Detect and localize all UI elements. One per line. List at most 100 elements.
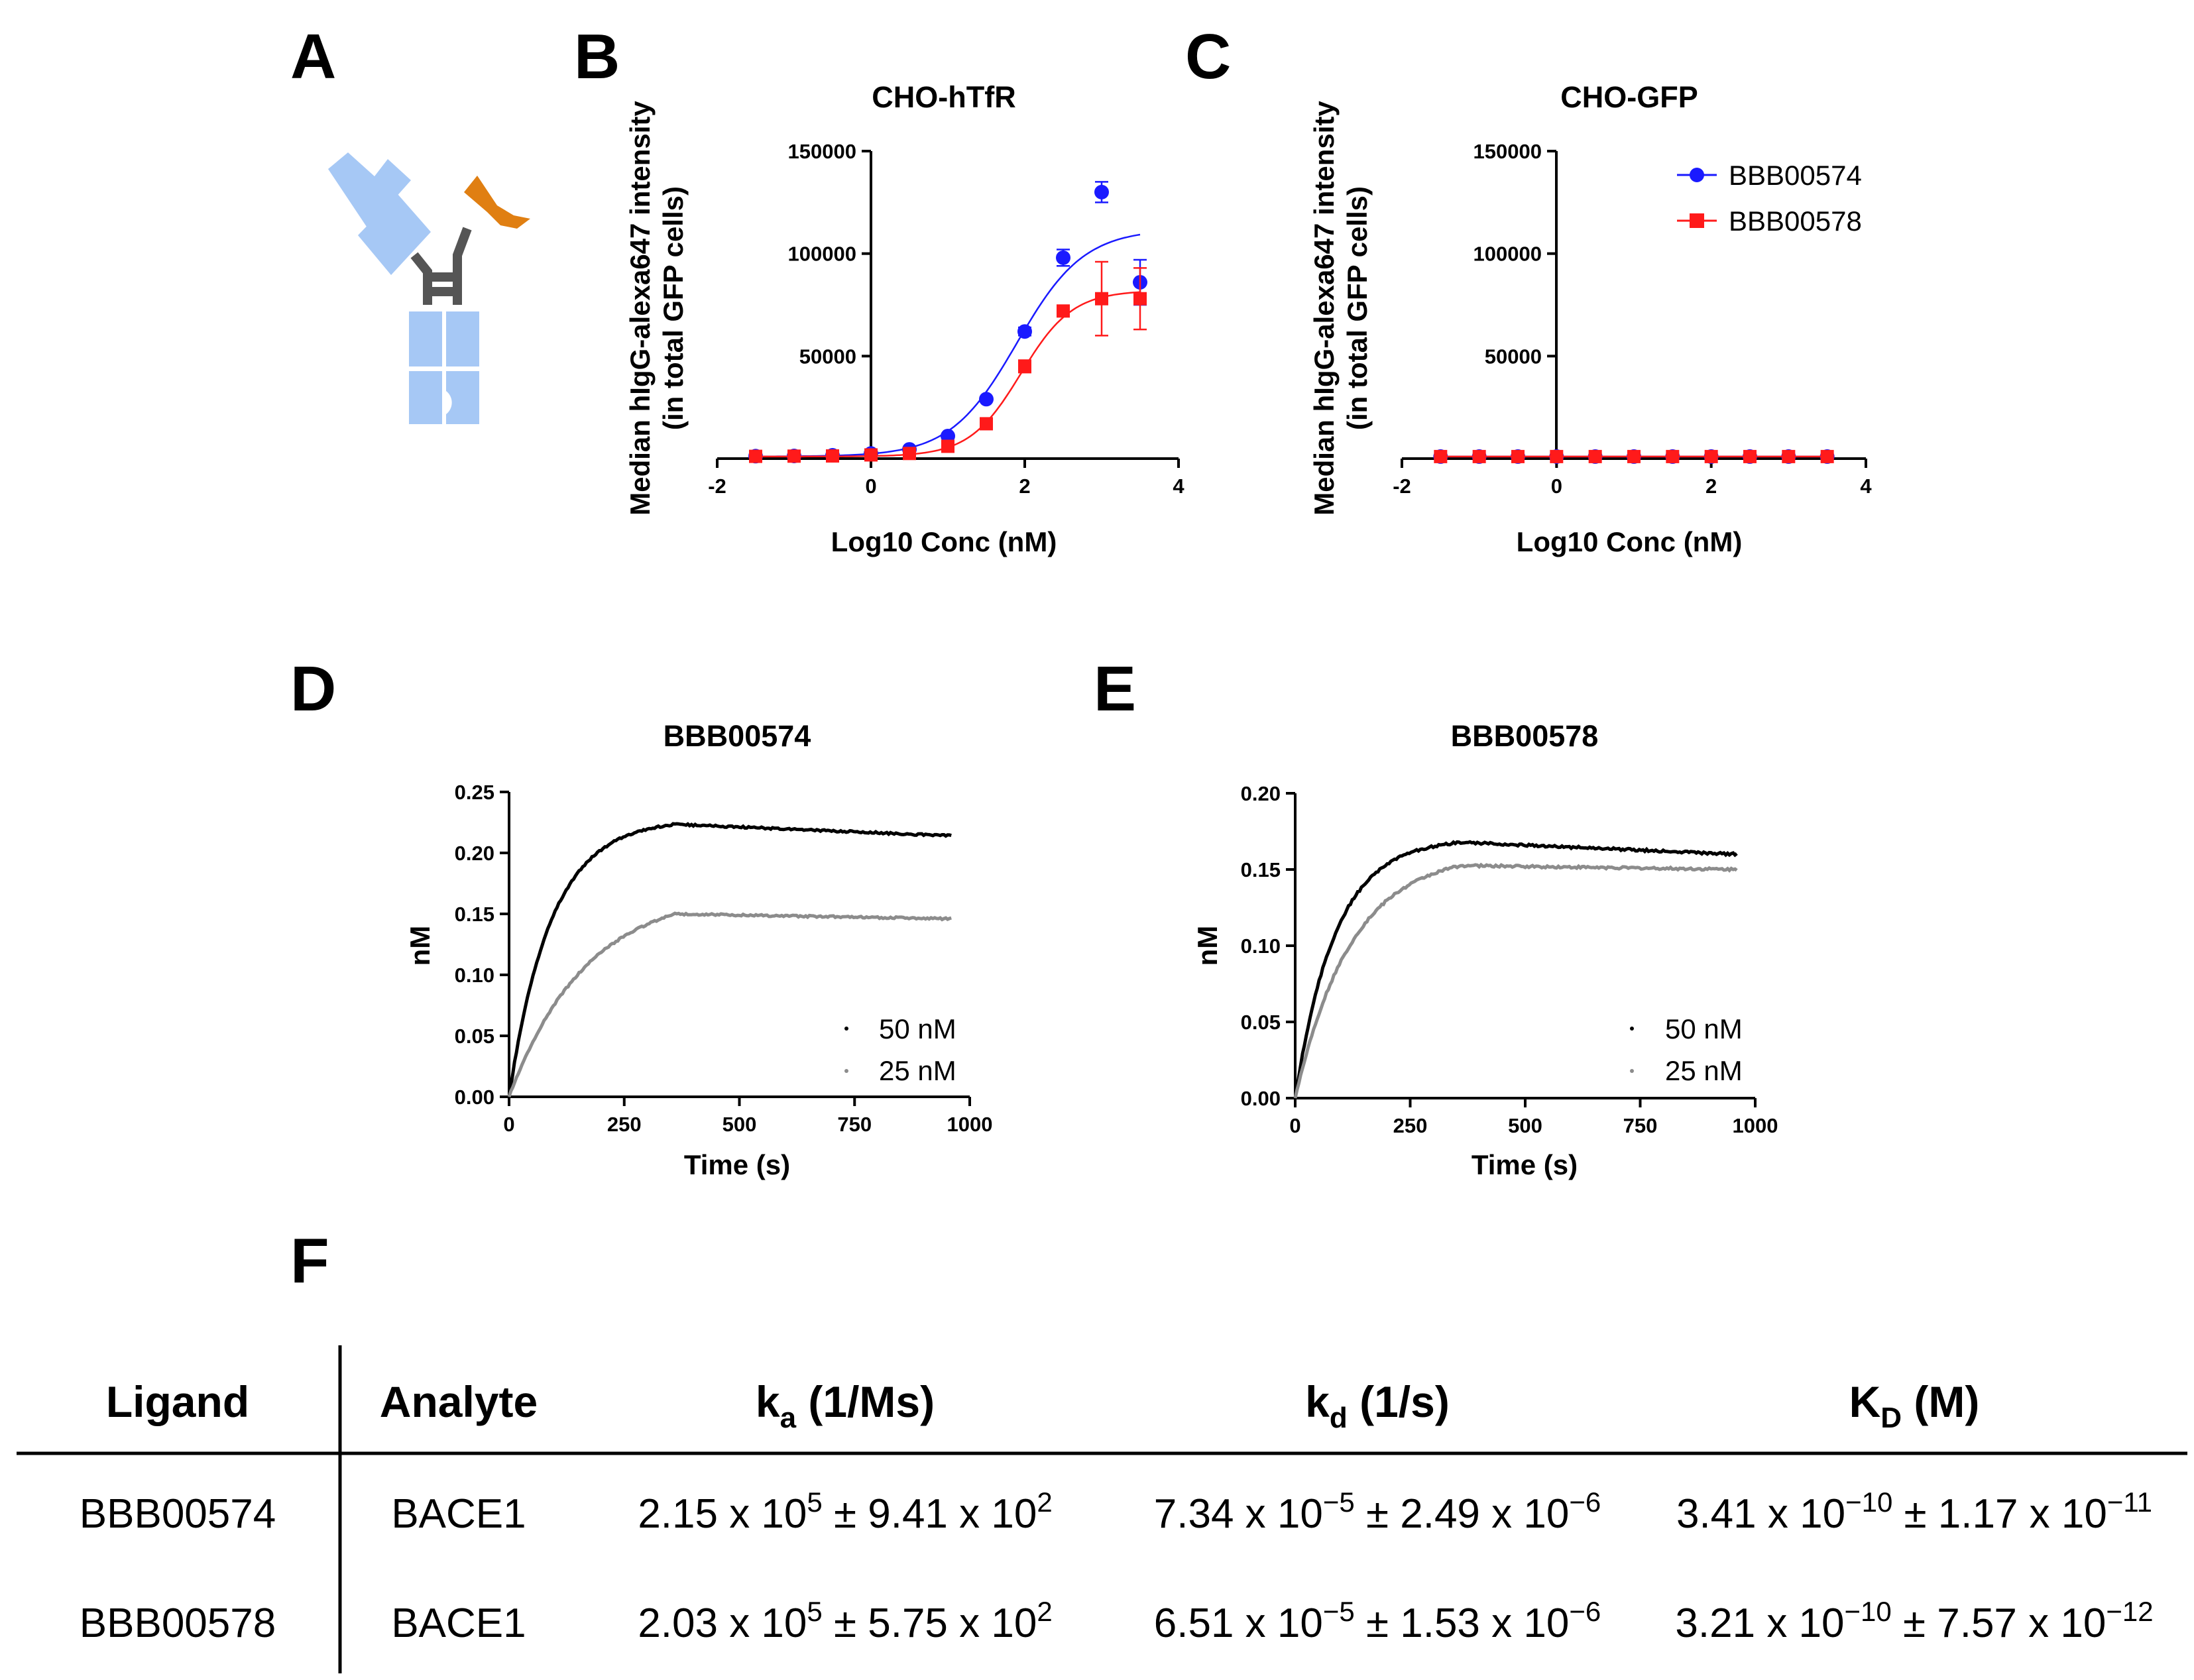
y-tick-label: 150000 xyxy=(788,140,856,163)
data-point-bbb00574 xyxy=(1094,184,1109,199)
y-tick-label: 0.00 xyxy=(1241,1087,1281,1110)
data-point-bbb00574 xyxy=(1017,324,1032,339)
y-tick-label: 0.05 xyxy=(1241,1011,1281,1034)
y-axis-label-line2: (in total GFP cells) xyxy=(1342,186,1373,430)
legend-marker-50nm xyxy=(1630,1027,1634,1031)
data-point-bbb00578 xyxy=(1782,449,1796,463)
legend-marker-bbb00574 xyxy=(1690,168,1704,182)
data-point-bbb00578 xyxy=(1704,449,1718,463)
x-tick-label: 500 xyxy=(1508,1114,1542,1137)
x-axis-label: Log10 Conc (nM) xyxy=(831,526,1057,557)
y-tick-label: 0.10 xyxy=(1241,934,1281,958)
y-tick-label: 0.15 xyxy=(455,903,494,926)
x-axis-label: Log10 Conc (nM) xyxy=(1517,526,1743,557)
x-tick-label: -2 xyxy=(1393,475,1411,498)
x-tick-label: 500 xyxy=(722,1113,757,1136)
x-tick-label: 750 xyxy=(837,1113,872,1136)
data-point-bbb00578 xyxy=(980,417,993,431)
y-tick-label: 0.15 xyxy=(1241,858,1281,881)
panel-c: C CHO-GFP Median hIgG-alexa647 intensity… xyxy=(1185,21,1872,557)
x-axis-label: Time (s) xyxy=(684,1149,790,1180)
chart-title: BBB00574 xyxy=(664,719,811,753)
x-tick-label: 750 xyxy=(1623,1114,1658,1137)
data-point-bbb00578 xyxy=(1743,449,1757,463)
data-point-bbb00578 xyxy=(1820,449,1834,463)
panel-label-f: F xyxy=(290,1225,329,1296)
sensorgram-50nm xyxy=(507,822,952,1097)
cell-analyte: BACE1 xyxy=(391,1491,526,1537)
y-tick-label: 100000 xyxy=(788,243,856,266)
y-tick-label: 0.05 xyxy=(455,1025,494,1048)
table-row: BBB00578 BACE1 2.03 x 105 ± 5.75 x 102 6.51… xyxy=(80,1596,2154,1646)
legend-marker-bbb00578 xyxy=(1690,213,1704,228)
panel-label-b: B xyxy=(574,21,620,92)
cell-ligand: BBB00578 xyxy=(80,1600,276,1646)
cell-KD: 3.21 x 10−10 ± 7.57 x 10−12 xyxy=(1675,1596,2153,1646)
x-tick-label: 0 xyxy=(1289,1114,1300,1137)
legend: 50 nM 25 nM xyxy=(1630,1013,1743,1086)
data-point-bbb00578 xyxy=(749,449,762,463)
x-tick-label: 1000 xyxy=(947,1113,993,1136)
x-tick-label: 250 xyxy=(1393,1114,1428,1137)
data-point-bbb00578 xyxy=(1588,449,1602,463)
y-axis-label: nM xyxy=(404,926,435,966)
data-point-bbb00578 xyxy=(1434,449,1448,463)
legend-marker-25nm xyxy=(844,1069,848,1073)
legend-label-25nm: 25 nM xyxy=(879,1055,956,1086)
table-header-3: kd (1/s) xyxy=(1305,1377,1450,1434)
table-header-2: ka (1/Ms) xyxy=(756,1377,935,1434)
sensorgram-25nm xyxy=(1293,862,1738,1099)
table-header-1: Analyte xyxy=(380,1377,538,1426)
data-point-bbb00578 xyxy=(1550,449,1564,463)
x-tick-label: 1000 xyxy=(1733,1114,1778,1137)
x-tick-label: 2 xyxy=(1705,475,1717,498)
table-header-4: KD (M) xyxy=(1849,1377,1980,1434)
cell-kd: 6.51 x 10−5 ± 1.53 x 10−6 xyxy=(1154,1596,1601,1646)
sensorgram-25nm xyxy=(507,911,952,1097)
y-tick-label: 0.20 xyxy=(1241,782,1281,805)
chart-title: BBB00578 xyxy=(1451,719,1599,753)
y-tick-label: 100000 xyxy=(1473,243,1542,266)
chart-title: CHO-GFP xyxy=(1560,80,1698,114)
legend: 50 nM 25 nM xyxy=(844,1013,956,1086)
antibody-fab-right xyxy=(464,176,530,229)
panel-label-e: E xyxy=(1094,653,1136,724)
legend-label-50nm: 50 nM xyxy=(1665,1013,1743,1044)
x-tick-label: 250 xyxy=(607,1113,642,1136)
data-point-bbb00574 xyxy=(1056,250,1070,265)
y-axis-label-line1: Median hIgG-alexa647 intensity xyxy=(624,101,656,516)
panel-e: E BBB00578 nM Time (s) 50 nM 25 nM 0 250 5… xyxy=(1094,653,1778,1180)
table-header-0: Ligand xyxy=(106,1377,249,1426)
data-point-bbb00578 xyxy=(1133,292,1147,306)
kinetics-table: Ligand Analyte ka (1/Ms) kd (1/s) KD (M) BBB0… xyxy=(17,1345,2187,1673)
panel-label-c: C xyxy=(1185,21,1231,92)
cell-kd: 7.34 x 10−5 ± 2.49 x 10−6 xyxy=(1154,1486,1601,1537)
data-point-bbb00578 xyxy=(1511,449,1525,463)
antibody-fc xyxy=(409,311,479,424)
x-tick-label: 4 xyxy=(1860,475,1872,498)
legend-label-bbb00578: BBB00578 xyxy=(1729,205,1862,237)
y-tick-label: 50000 xyxy=(799,345,856,368)
legend-marker-25nm xyxy=(1630,1069,1634,1073)
cell-analyte: BACE1 xyxy=(391,1600,526,1646)
legend-label-50nm: 50 nM xyxy=(879,1013,956,1044)
y-tick-label: 150000 xyxy=(1473,140,1542,163)
data-point-bbb00578 xyxy=(826,449,839,463)
y-axis-label-line2: (in total GFP cells) xyxy=(658,186,689,430)
y-tick-label: 50000 xyxy=(1485,345,1542,368)
x-tick-label: -2 xyxy=(708,475,726,498)
sensorgram-50nm xyxy=(1293,840,1738,1099)
cell-KD: 3.41 x 10−10 ± 1.17 x 10−11 xyxy=(1676,1486,2152,1537)
table-row: BBB00574 BACE1 2.15 x 105 ± 9.41 x 102 7.34… xyxy=(80,1486,2152,1537)
data-point-bbb00578 xyxy=(941,439,954,453)
panel-label-d: D xyxy=(290,653,336,724)
data-point-bbb00578 xyxy=(1018,359,1031,373)
legend: BBB00574 BBB00578 xyxy=(1677,160,1862,237)
legend-label-bbb00574: BBB00574 xyxy=(1729,160,1862,191)
legend-marker-50nm xyxy=(844,1027,848,1031)
data-point-bbb00574 xyxy=(979,392,994,407)
antibody-icon xyxy=(328,152,530,424)
antibody-fab-left xyxy=(328,152,431,275)
data-point-bbb00578 xyxy=(1627,449,1641,463)
y-tick-label: 0.10 xyxy=(455,964,494,987)
